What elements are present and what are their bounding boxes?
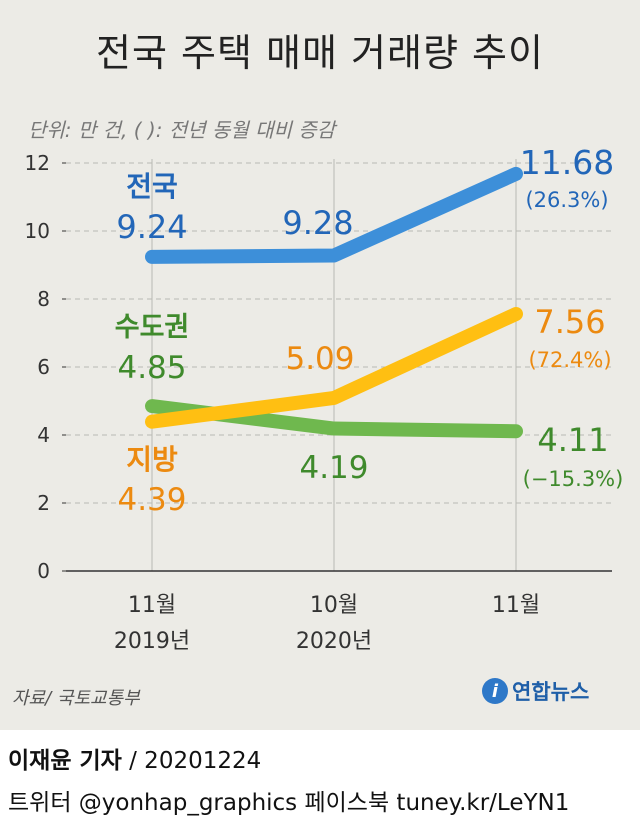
x-tick-label: 2019년 [114,629,190,654]
value-label: 4.11 [537,421,608,459]
value-label: 4.39 [117,482,186,518]
series-name-label: 지방 [126,443,178,476]
y-tick-label: 8 [37,287,50,311]
reporter-line: 이재윤 기자 / 20201224 [8,741,261,775]
x-tick-label: 11월 [128,593,176,618]
y-axis: 0 2 4 6 8 10 12 [25,151,612,583]
y-tick-label: 0 [37,559,50,583]
reporter-date: / 20201224 [129,748,262,774]
x-axis: 11월 2019년 10월 2020년 11월 [114,593,540,654]
x-tick-label: 11월 [492,593,540,618]
change-label: (72.4%) [528,348,611,372]
credit-line: 트위터 @yonhap_graphics 페이스북 tuney.kr/LeYN1 [8,790,570,816]
change-label: (−15.3%) [523,467,624,491]
series-line-national [145,166,523,264]
chart-card: 전국 주택 매매 거래량 추이 단위: 만 건, ( ): 전년 동월 대비 증… [0,0,640,730]
unit-note: 단위: 만 건, ( ): 전년 동월 대비 증감 [28,118,336,142]
change-label: (26.3%) [525,188,608,212]
source-note: 자료/ 국토교통부 [12,688,140,709]
value-label: 9.24 [116,208,187,246]
value-label: 9.28 [282,204,353,242]
series-labels: 전국 9.24 9.28 11.68 (26.3%) 수도권 4.85 4.19 4.11 (−1… [115,143,624,518]
series-line-regional [145,306,523,429]
series-name-label: 전국 [126,170,178,203]
brand-name: 연합뉴스 [512,680,590,704]
value-label: 4.19 [299,450,368,486]
y-tick-label: 10 [25,219,50,243]
y-tick-label: 4 [37,423,50,447]
x-tick-label: 2020년 [296,629,372,654]
y-tick-label: 12 [25,151,50,175]
series-lines [145,166,523,439]
line-chart: 0 2 4 6 8 10 12 11월 2019년 10월 2020년 11월 전국 9.24 9.28… [25,143,624,654]
y-tick-label: 2 [37,491,50,515]
value-label: 11.68 [520,143,614,182]
y-tick-label: 6 [37,355,50,379]
x-tick-label: 10월 [310,593,358,618]
value-label: 4.85 [117,350,186,386]
reporter-name: 이재윤 기자 [8,748,122,774]
value-label: 5.09 [285,341,354,377]
yonhap-logo-icon: i [482,678,508,704]
chart-title: 전국 주택 매매 거래량 추이 [96,31,544,75]
brand-logo: i 연합뉴스 [482,676,589,706]
gridlines [66,159,612,571]
value-label: 7.56 [534,303,605,341]
series-name-label: 수도권 [115,312,190,343]
